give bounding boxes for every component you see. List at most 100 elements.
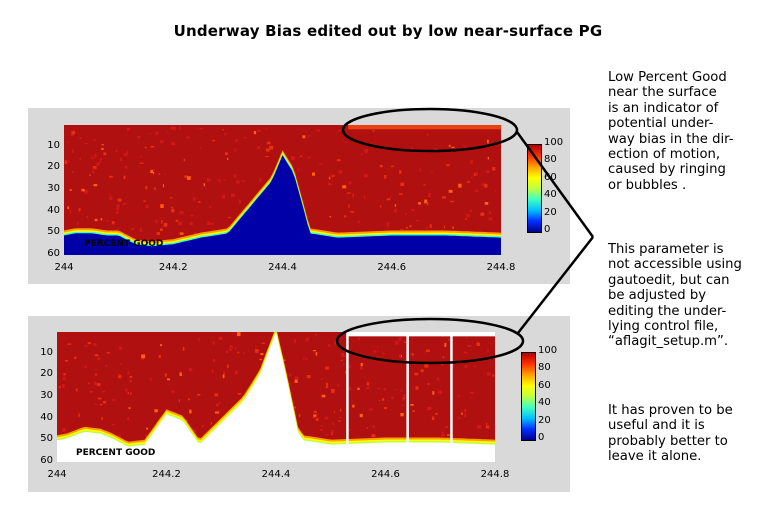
- y-tick-label: 40: [40, 411, 53, 423]
- heatmap-cell: [78, 208, 81, 211]
- heatmap-cell: [228, 216, 231, 219]
- heatmap-cell: [342, 185, 347, 189]
- heatmap-cell: [119, 434, 122, 438]
- heatmap-cell: [352, 404, 355, 408]
- heatmap-cell: [237, 351, 240, 354]
- heatmap-cell: [294, 379, 298, 383]
- heatmap-cell: [487, 139, 489, 144]
- heatmap-cell: [312, 416, 315, 418]
- heatmap-cell: [231, 193, 235, 198]
- heatmap-cell: [377, 346, 379, 348]
- heatmap-cell: [259, 178, 262, 182]
- heatmap-cell: [480, 212, 485, 216]
- heatmap-cell: [481, 183, 485, 187]
- heatmap-cell: [75, 388, 78, 392]
- heatmap-cell: [376, 356, 380, 358]
- y-tick-label: 20: [47, 161, 60, 173]
- heatmap-cell: [261, 342, 265, 344]
- heatmap-cell: [156, 232, 160, 235]
- heatmap-cell: [171, 206, 173, 209]
- heatmap-cell: [97, 357, 101, 361]
- heatmap-cell: [395, 341, 399, 345]
- heatmap-cell: [144, 146, 147, 149]
- heatmap-cell: [384, 175, 387, 179]
- colorbar-tick-label: 100: [538, 345, 558, 356]
- heatmap-cell: [411, 208, 415, 212]
- heatmap-cell: [445, 426, 448, 428]
- heatmap-cell: [265, 156, 269, 157]
- heatmap-cell: [383, 388, 386, 391]
- heatmap-cell: [341, 353, 344, 355]
- heatmap-cell: [334, 340, 337, 345]
- heatmap-cell: [294, 339, 297, 343]
- annotation-paragraph: This parameter is not accessible using g…: [608, 242, 742, 350]
- heatmap-cell: [380, 205, 382, 208]
- heatmap-cell: [332, 422, 335, 426]
- heatmap-cell: [427, 383, 430, 385]
- heatmap-cell: [253, 131, 257, 135]
- heatmap-cell: [293, 406, 296, 409]
- heatmap-cell: [237, 332, 241, 337]
- heatmap-cell: [328, 182, 332, 186]
- heatmap-cell: [71, 149, 74, 153]
- heatmap-cell: [179, 211, 184, 215]
- heatmap-cell: [332, 175, 335, 177]
- heatmap-cell: [400, 228, 404, 231]
- heatmap-cell: [376, 350, 379, 352]
- heatmap-cell: [71, 130, 76, 135]
- heatmap-cell: [120, 157, 123, 161]
- heatmap-cell: [429, 224, 432, 228]
- heatmap-cell: [298, 168, 300, 172]
- heatmap-cell: [126, 127, 131, 131]
- heatmap-cell: [237, 393, 242, 395]
- heatmap-cell: [366, 427, 368, 429]
- heatmap-cell: [428, 193, 431, 197]
- heatmap-cell: [233, 174, 236, 178]
- heatmap-cell: [430, 170, 433, 172]
- heatmap-cell: [171, 207, 174, 210]
- heatmap-cell: [495, 190, 497, 192]
- heatmap-cell: [241, 180, 246, 182]
- heatmap-cell: [325, 386, 328, 389]
- heatmap-cell: [216, 403, 219, 407]
- heatmap-cell: [187, 176, 191, 180]
- heatmap-cell: [94, 381, 97, 385]
- heatmap-cell: [414, 372, 419, 376]
- heatmap-cell: [71, 133, 74, 137]
- heatmap-cell: [203, 183, 205, 187]
- heatmap-cell: [473, 173, 476, 176]
- heatmap-cell: [400, 413, 404, 417]
- heatmap-cell: [442, 356, 445, 359]
- heatmap-cell: [424, 363, 429, 368]
- heatmap-cell: [62, 377, 66, 380]
- heatmap-cell: [347, 192, 351, 194]
- heatmap-cell: [266, 148, 270, 152]
- heatmap-cell: [325, 366, 329, 370]
- heatmap-cell: [315, 352, 318, 356]
- bottom-callout-ellipse: [335, 317, 525, 365]
- heatmap-cell: [183, 159, 186, 161]
- heatmap-cell: [127, 392, 129, 395]
- heatmap-cell: [390, 396, 394, 399]
- heatmap-cell: [189, 222, 193, 226]
- heatmap-cell: [257, 146, 261, 149]
- heatmap-cell: [207, 221, 211, 225]
- heatmap-cell: [84, 189, 88, 194]
- heatmap-cell: [308, 156, 311, 159]
- colorbar-tick-label: 0: [544, 224, 551, 235]
- heatmap-cell: [87, 342, 91, 345]
- heatmap-cell: [329, 175, 333, 178]
- heatmap-cell: [126, 150, 129, 154]
- heatmap-cell: [116, 228, 119, 230]
- heatmap-cell: [229, 345, 233, 349]
- heatmap-cell: [155, 219, 158, 223]
- heatmap-cell: [411, 353, 414, 356]
- heatmap-cell: [345, 370, 347, 374]
- heatmap-cell: [227, 157, 229, 161]
- colorbar-tick-label: 20: [544, 206, 557, 218]
- heatmap-cell: [116, 211, 119, 214]
- heatmap-cell: [158, 173, 161, 175]
- heatmap-cell: [227, 364, 229, 368]
- heatmap-cell: [306, 357, 308, 360]
- heatmap-cell: [65, 359, 69, 362]
